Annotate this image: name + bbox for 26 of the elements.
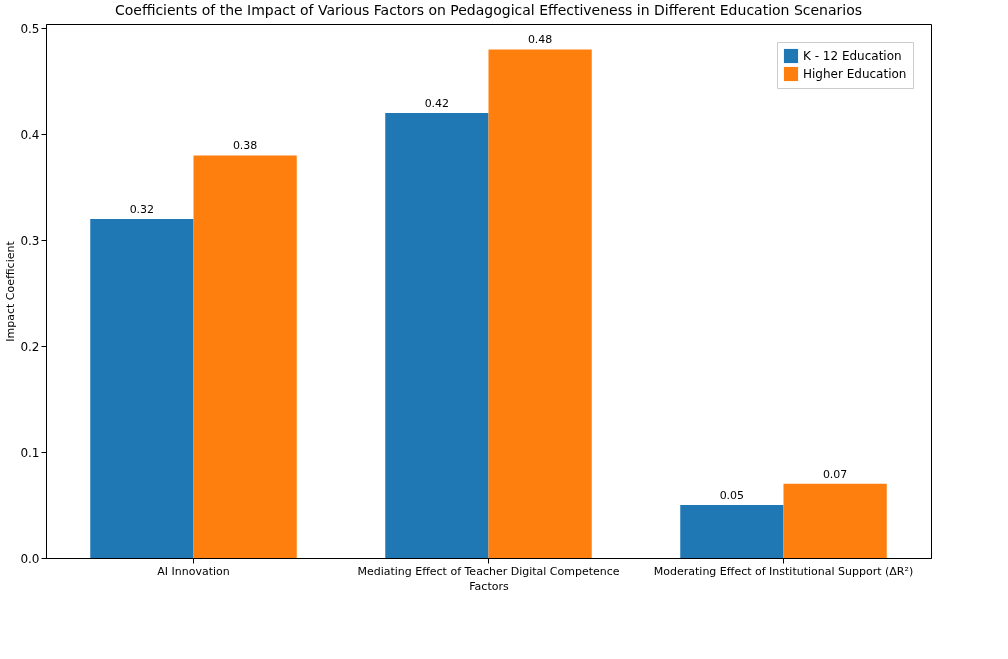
bar <box>90 218 194 558</box>
bar <box>680 505 784 558</box>
chart-title: Coefficients of the Impact of Various Factors on Pedagogical Effectiveness in Different Education Scenarios <box>114 2 863 19</box>
y-axis-title: Impact Coefficient <box>4 240 18 342</box>
bar <box>385 113 489 558</box>
y-tick-label: 0.3 <box>20 233 40 248</box>
y-tick-label: 0.1 <box>20 445 40 460</box>
data-label: 0.07 <box>822 467 848 481</box>
bar <box>488 49 592 558</box>
x-tick-label: AI Innovation <box>157 564 230 578</box>
data-label: 0.42 <box>424 97 450 110</box>
y-tick-label: 0.2 <box>20 339 40 354</box>
data-label: 0.48 <box>527 33 553 47</box>
bar <box>783 483 887 558</box>
legend-label: Higher Education <box>803 67 907 81</box>
data-label: 0.05 <box>719 489 745 503</box>
data-label: 0.38 <box>232 139 258 153</box>
x-tick-label: Moderating Effect of Institutional Support (ΔR²) <box>653 564 914 578</box>
bar <box>193 155 297 558</box>
y-tick-label: 0.5 <box>20 21 40 36</box>
y-tick-label: 0.4 <box>20 127 40 142</box>
data-label: 0.32 <box>129 202 155 216</box>
legend-label: K - 12 Education <box>803 49 902 63</box>
x-axis-title: Factors <box>469 579 509 593</box>
y-tick-label: 0.0 <box>20 551 40 566</box>
x-tick-label: Mediating Effect of Teacher Digital Competence <box>357 564 620 578</box>
